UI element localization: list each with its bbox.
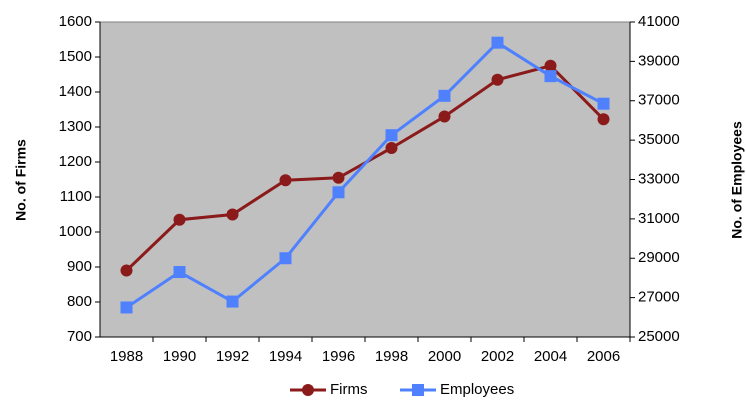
- point: [544, 59, 557, 72]
- point: [597, 97, 610, 110]
- point: [332, 171, 345, 184]
- x-tick-label: 1996: [322, 348, 355, 365]
- point: [438, 110, 451, 123]
- x-tick-label: 2000: [428, 348, 461, 365]
- point: [279, 174, 292, 187]
- point: [438, 89, 451, 102]
- point: [279, 252, 292, 265]
- y2-tick-label: 25000: [638, 328, 680, 345]
- legend-marker: [302, 384, 314, 396]
- plot-area: [99, 21, 631, 338]
- y2-axis-title: No. of Employees: [729, 121, 745, 239]
- y2-tick-label: 27000: [638, 289, 680, 306]
- y-tick-label: 800: [67, 293, 92, 310]
- y-tick-label: 1000: [59, 223, 92, 240]
- legend-label: Firms: [330, 381, 368, 398]
- y2-tick-label: 37000: [638, 92, 680, 109]
- y-tick-label: 1600: [59, 13, 92, 30]
- y-axis-title: No. of Firms: [13, 139, 29, 221]
- y2-tick-label: 35000: [638, 131, 680, 148]
- point: [491, 36, 504, 49]
- point: [226, 208, 239, 221]
- y2-tick-label: 39000: [638, 52, 680, 69]
- x-tick-label: 1988: [110, 348, 143, 365]
- y-tick-label: 900: [67, 258, 92, 275]
- legend-label: Employees: [440, 381, 514, 398]
- x-tick-label: 2006: [587, 348, 620, 365]
- point: [544, 70, 557, 83]
- y2-tick-label: 41000: [638, 13, 680, 30]
- point: [491, 73, 504, 86]
- y-tick-label: 1100: [60, 188, 92, 205]
- x-tick-label: 1994: [269, 348, 302, 365]
- point: [120, 301, 133, 314]
- y-tick-label: 1400: [59, 83, 92, 100]
- x-tick-label: 1990: [163, 348, 196, 365]
- point: [332, 186, 345, 199]
- y2-tick-label: 29000: [638, 249, 680, 266]
- x-tick-label: 1998: [375, 348, 408, 365]
- point: [226, 295, 239, 308]
- point: [385, 129, 398, 142]
- point: [120, 264, 133, 277]
- y2-tick-label: 33000: [638, 170, 680, 187]
- point: [597, 113, 610, 126]
- y-tick-label: 700: [67, 328, 92, 345]
- point: [173, 266, 186, 279]
- x-tick-label: 1992: [216, 348, 249, 365]
- series-line: [125, 40, 605, 309]
- point: [173, 213, 186, 226]
- y-tick-label: 1500: [59, 48, 92, 65]
- point: [385, 142, 398, 154]
- y-tick-label: 1200: [59, 153, 92, 170]
- legend-marker: [412, 384, 424, 396]
- x-tick-label: 2004: [534, 348, 567, 365]
- y-tick-label: 1300: [59, 118, 92, 135]
- x-tick-label: 2002: [481, 348, 514, 365]
- y2-tick-label: 31000: [638, 210, 680, 227]
